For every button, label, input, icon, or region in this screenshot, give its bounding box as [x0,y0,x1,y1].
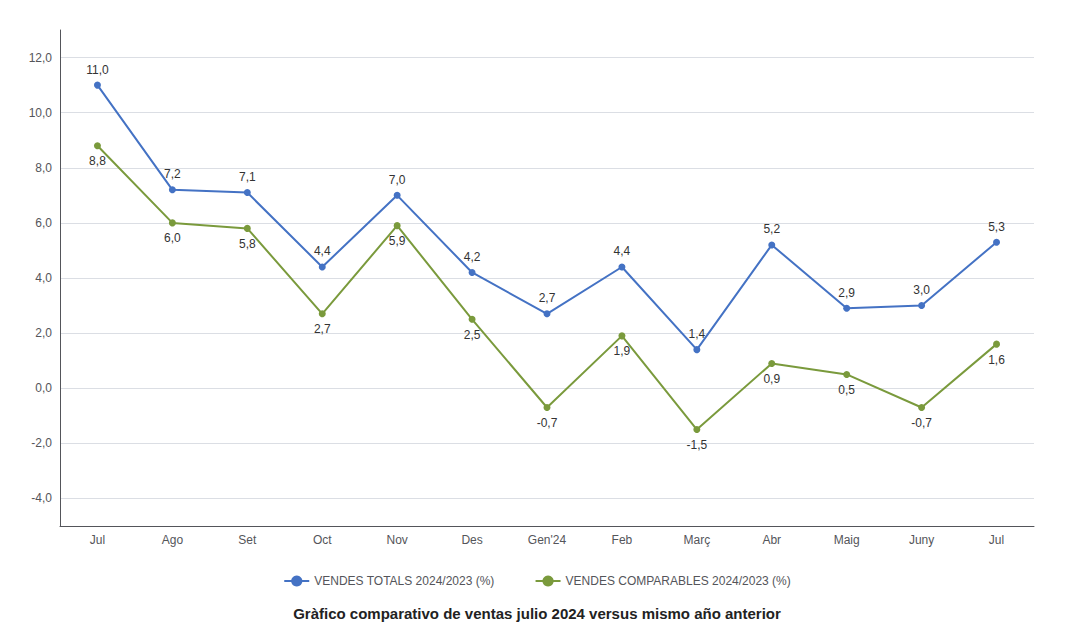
svg-text:-0,7: -0,7 [537,416,558,430]
svg-text:0,5: 0,5 [838,383,855,397]
svg-text:10,0: 10,0 [29,106,53,120]
svg-text:2,0: 2,0 [35,326,52,340]
svg-text:-1,5: -1,5 [687,438,708,452]
svg-text:-0,7: -0,7 [911,416,932,430]
svg-text:Març: Març [684,533,711,547]
svg-text:0,0: 0,0 [35,381,52,395]
svg-text:Maig: Maig [834,533,860,547]
svg-text:1,4: 1,4 [689,327,706,341]
svg-text:Set: Set [238,533,257,547]
svg-text:5,8: 5,8 [239,237,256,251]
svg-text:4,2: 4,2 [464,250,481,264]
svg-text:Abr: Abr [762,533,781,547]
svg-text:5,9: 5,9 [389,234,406,248]
svg-text:6,0: 6,0 [35,216,52,230]
svg-text:11,0: 11,0 [86,63,109,77]
svg-text:5,2: 5,2 [763,222,780,236]
svg-text:6,0: 6,0 [164,231,181,245]
svg-text:3,0: 3,0 [913,283,930,297]
svg-text:8,0: 8,0 [35,161,52,175]
svg-text:Feb: Feb [612,533,633,547]
svg-text:7,0: 7,0 [389,173,406,187]
svg-text:2,5: 2,5 [464,328,481,342]
svg-text:VENDES COMPARABLES 2024/2023 (: VENDES COMPARABLES 2024/2023 (%) [566,574,791,588]
svg-text:1,6: 1,6 [988,353,1005,367]
svg-text:Nov: Nov [386,533,407,547]
svg-text:8,8: 8,8 [89,154,106,168]
svg-text:-4,0: -4,0 [31,491,52,505]
svg-text:Jul: Jul [989,533,1004,547]
svg-text:Gen'24: Gen'24 [528,533,567,547]
svg-text:7,2: 7,2 [164,167,181,181]
svg-text:4,4: 4,4 [614,244,631,258]
svg-text:Jul: Jul [90,533,105,547]
svg-text:Ago: Ago [162,533,184,547]
svg-text:2,9: 2,9 [838,286,855,300]
svg-text:2,7: 2,7 [539,291,556,305]
svg-text:0,9: 0,9 [763,372,780,386]
svg-text:5,3: 5,3 [988,220,1005,234]
svg-text:7,1: 7,1 [239,170,256,184]
svg-text:Gràfico comparativo de ventas: Gràfico comparativo de ventas julio 2024… [293,605,781,622]
svg-text:Des: Des [461,533,482,547]
svg-text:4,4: 4,4 [314,244,331,258]
svg-text:12,0: 12,0 [29,51,53,65]
svg-text:4,0: 4,0 [35,271,52,285]
svg-text:-2,0: -2,0 [31,436,52,450]
svg-text:VENDES TOTALS 2024/2023 (%): VENDES TOTALS 2024/2023 (%) [314,574,494,588]
svg-text:2,7: 2,7 [314,322,331,336]
svg-text:1,9: 1,9 [614,344,631,358]
svg-text:Juny: Juny [909,533,934,547]
svg-text:Oct: Oct [313,533,332,547]
